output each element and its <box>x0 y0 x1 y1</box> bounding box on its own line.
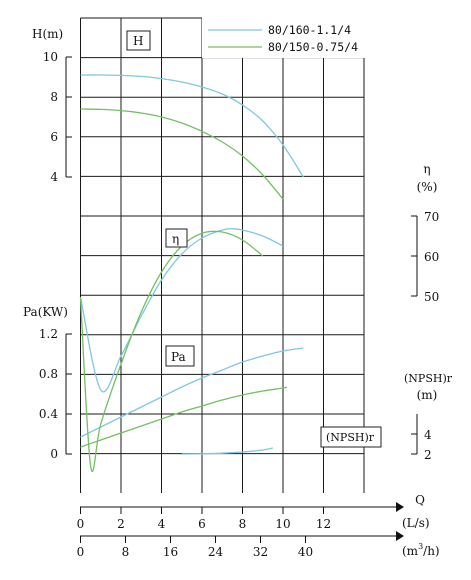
head-axis-tick-label: 8 <box>50 90 58 104</box>
x-axis-tick-label: 2 <box>117 517 125 531</box>
power-axis-tick-label: 0.8 <box>39 367 58 381</box>
npsh-panel-label-box <box>320 426 382 448</box>
head-axis-title: H(m) <box>32 27 63 41</box>
x-axis-title: Q <box>415 493 425 507</box>
power-panel-label: Pa <box>171 350 186 364</box>
efficiency-axis-tick-label: 60 <box>424 250 439 264</box>
npsh-panel-label: (NPSH)r <box>326 431 375 444</box>
x-axis-tick-label: 6 <box>198 517 206 531</box>
x-axis-secondary-tick-label: 32 <box>253 545 268 559</box>
x-axis-secondary-tick-label: 0 <box>77 545 85 559</box>
efficiency-axis-title: η <box>423 162 430 176</box>
legend-box <box>202 16 402 58</box>
chart-curves <box>79 74 304 473</box>
x-axis-tick-label: 12 <box>316 517 331 531</box>
npsh-axis-tick-label: 2 <box>424 448 432 462</box>
power-axis-tick-label: 1.2 <box>39 327 58 341</box>
series-2-efficiency-curve <box>79 230 264 473</box>
x-axis-secondary-tick-label: 16 <box>163 545 178 559</box>
series-1-npsh-curve <box>181 447 274 455</box>
x-axis-tick-label: 10 <box>275 517 290 531</box>
efficiency-panel-label: η <box>172 232 179 246</box>
x-axis-tick-label: 0 <box>77 517 85 531</box>
efficiency-axis-unit: (%) <box>417 180 438 194</box>
efficiency-panel-label-box <box>165 228 188 248</box>
power-axis-tick-label: 0 <box>50 447 58 461</box>
legend-entry-1: 80/160-1.1/4 <box>268 23 351 37</box>
power-panel-label-box <box>165 345 195 367</box>
x-axis-arrow <box>396 502 404 512</box>
head-axis-tick-label: 6 <box>50 130 58 144</box>
x-axis-secondary-arrow <box>396 531 404 541</box>
head-panel-label: H <box>133 34 143 48</box>
x-axis-tick-label: 4 <box>158 517 166 531</box>
efficiency-axis-tick-label: 50 <box>424 290 439 304</box>
series-1-head-curve <box>80 74 304 178</box>
power-axis-tick-label: 0.4 <box>39 407 58 421</box>
power-axis-title: Pa(KW) <box>23 305 68 319</box>
npsh-axis-title: (NPSH)r <box>404 372 453 385</box>
x-axis-secondary-tick-label: 40 <box>298 545 313 559</box>
npsh-axis-unit: (m) <box>417 388 438 402</box>
series-2-head-curve <box>80 108 284 200</box>
x-axis-unit-m3h: (m3/h) <box>402 542 440 558</box>
head-axis-tick-label: 10 <box>43 50 58 64</box>
series-1-efficiency-curve <box>79 228 284 393</box>
series-2-power-curve <box>80 386 288 448</box>
chart-grid <box>80 17 365 493</box>
npsh-axis-tick-label: 4 <box>424 428 432 442</box>
head-axis-tick-label: 4 <box>50 170 58 184</box>
efficiency-axis-tick-label: 70 <box>424 210 439 224</box>
legend-entry-2: 80/150-0.75/4 <box>268 40 358 54</box>
x-axis-secondary-tick-label: 24 <box>208 545 224 559</box>
head-panel-label-box <box>126 30 151 51</box>
x-axis-tick-label: 8 <box>239 517 247 531</box>
series-1-power-curve <box>80 347 304 438</box>
x-axis-secondary-tick-label: 8 <box>122 545 130 559</box>
x-axis-unit-ls: (L/s) <box>402 516 430 530</box>
